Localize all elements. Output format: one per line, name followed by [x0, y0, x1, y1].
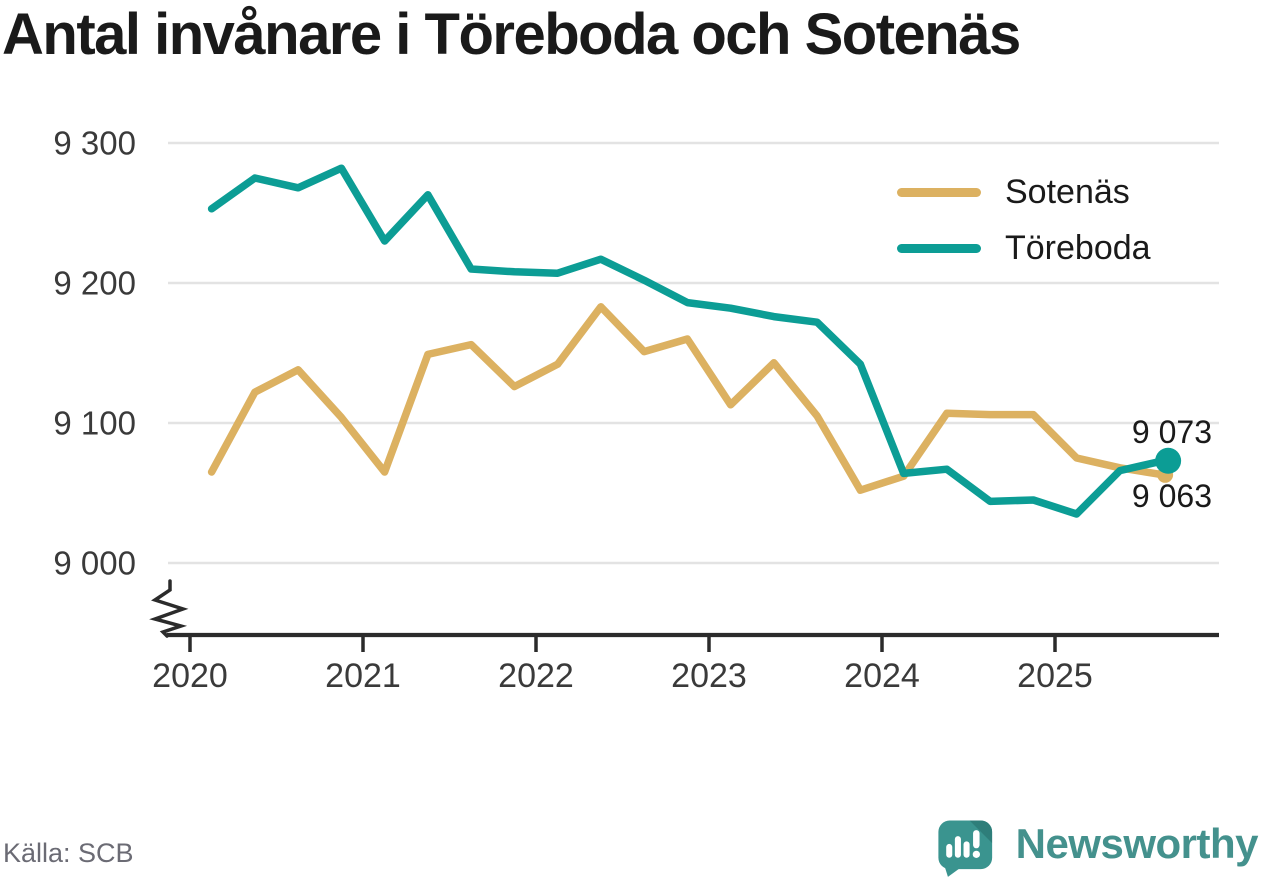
chart-title: Antal invånare i Töreboda och Sotenäs: [2, 2, 1021, 67]
legend-label-toreboda: Töreboda: [1005, 228, 1151, 267]
y-tick-label: 9 300: [53, 125, 136, 162]
annotations-layer: 9 073 9 063: [1132, 414, 1212, 514]
x-tick-label: 2023: [671, 657, 747, 695]
brand-footer: Newsworthy: [928, 808, 1259, 879]
end-value-label-sotenas: 9 063: [1132, 478, 1212, 514]
newsworthy-logo-icon: [938, 820, 992, 877]
x-tick-label: 2024: [844, 657, 920, 695]
legend-item-toreboda: Töreboda: [897, 220, 1151, 276]
legend-label-sotenas: Sotenäs: [1005, 172, 1130, 211]
y-tick-label: 9 000: [53, 545, 136, 582]
source-note: Källa: SCB: [3, 838, 134, 868]
brand-wordmark: Newsworthy: [1015, 819, 1259, 867]
end-value-label-toreboda: 9 073: [1132, 414, 1212, 450]
x-tick-label: 2021: [325, 657, 401, 695]
axis-layer: 9 000 9 100 9 200 9 300 2020 2021 2022 2023 2024…: [53, 125, 1219, 695]
y-tick-label: 9 100: [53, 405, 136, 442]
legend: Sotenäs Töreboda: [897, 164, 1151, 276]
legend-swatch-sotenas: [897, 187, 981, 197]
y-tick-label: 9 200: [53, 265, 136, 302]
x-tick-label: 2020: [152, 657, 228, 695]
series-line-töreboda: [207, 164, 1167, 518]
x-tick-label: 2025: [1017, 657, 1093, 695]
y-axis-break-icon: [149, 579, 189, 638]
series-layer: [207, 164, 1182, 518]
x-tick-label: 2022: [498, 657, 574, 695]
legend-swatch-toreboda: [897, 243, 981, 253]
end-dot-töreboda: [1155, 447, 1182, 474]
legend-item-sotenas: Sotenäs: [897, 164, 1151, 220]
series-line-sotenäs: [207, 303, 1167, 494]
